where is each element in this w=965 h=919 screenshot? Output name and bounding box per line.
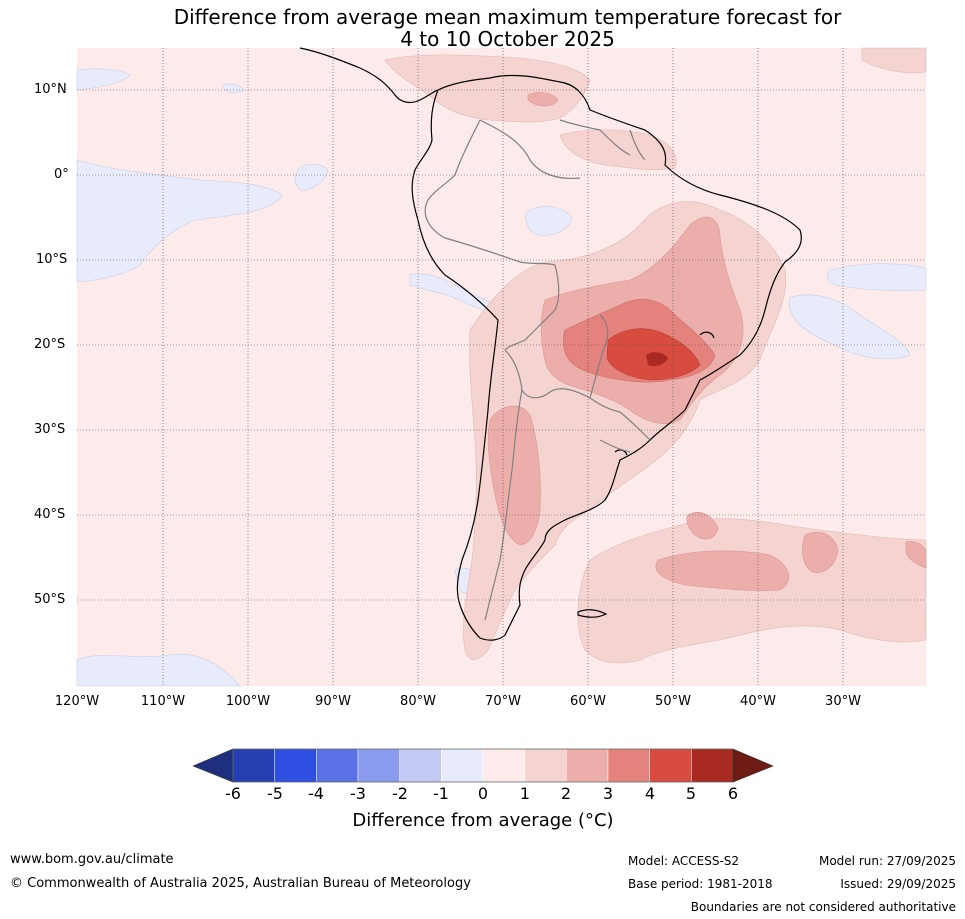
cool-patch-southwest (76, 653, 241, 687)
warm-patch-atlantic-4 (905, 541, 927, 569)
coastlines (299, 47, 802, 641)
colorbar-tick-label: -4 (308, 784, 324, 803)
colorbar-cell (482, 748, 525, 783)
colorbar-cell (649, 748, 692, 783)
lat-label: 50°S (34, 592, 66, 607)
colorbar (192, 748, 774, 783)
website-link[interactable]: www.bom.gov.au/climate (10, 852, 174, 867)
lat-label: 40°S (34, 507, 66, 522)
model-run-text: Model run: 27/09/2025 (818, 854, 956, 868)
lat-label: 10°S (36, 252, 68, 267)
warm-patch-argentina (488, 405, 541, 546)
colorbar-tick-label: 3 (602, 784, 614, 803)
warm-patch-south-atlantic (577, 518, 927, 664)
warm-patch-atlantic-3 (802, 531, 839, 573)
lat-label: 0° (54, 167, 69, 182)
issued-text: Issued: 29/09/2025 (840, 877, 956, 891)
colorbar-cell (399, 748, 442, 783)
lon-label: 70°W (485, 694, 521, 709)
cool-patch-atlantic-east (826, 263, 927, 292)
colorbar-cell (566, 748, 609, 783)
colorbar-tick-label: -1 (433, 784, 449, 803)
cool-patch-galapagos (294, 163, 329, 191)
warm-patch-caribbean-inner (527, 91, 559, 107)
lon-label: 100°W (225, 694, 271, 709)
lon-label: 30°W (825, 694, 861, 709)
lat-label: 30°S (34, 422, 66, 437)
colorbar-max-arrow (732, 748, 774, 783)
lon-label: 90°W (315, 694, 351, 709)
colorbar-cell (607, 748, 650, 783)
cool-patch-amazon (525, 206, 573, 236)
disclaimer-text: Boundaries are not considered authoritat… (690, 900, 956, 914)
colorbar-cell (524, 748, 567, 783)
warm-patch-brazil-peak (646, 352, 668, 367)
warm-patch-atlantic-2 (655, 550, 789, 591)
colorbar-cell (691, 748, 734, 783)
model-text: Model: ACCESS-S2 (628, 854, 740, 868)
lon-label: 60°W (570, 694, 606, 709)
lon-label: 110°W (140, 694, 186, 709)
colorbar-tick-label: 4 (644, 784, 656, 803)
cool-patch-east-pacific (76, 159, 283, 283)
colorbar-tick-label: -2 (392, 784, 408, 803)
colorbar-tick-label: 0 (477, 784, 489, 803)
colorbar-cell (441, 748, 484, 783)
colorbar-tick-label: -5 (267, 784, 283, 803)
colorbar-label: Difference from average (°C) (352, 810, 614, 831)
lat-label: 10°N (34, 82, 67, 97)
colorbar-tick-label: 2 (560, 784, 572, 803)
coastline-falklands (577, 609, 608, 618)
colorbar-tick-label: 6 (727, 784, 739, 803)
map-title-line1: Difference from average mean maximum tem… (173, 5, 842, 29)
colorbar-tick-label: 5 (685, 784, 697, 803)
map-title-line2: 4 to 10 October 2025 (400, 27, 615, 51)
colorbar-tick-label: 1 (519, 784, 531, 803)
lon-label: 40°W (740, 694, 776, 709)
warm-patch-guiana (559, 129, 677, 170)
cool-patch-north-pacific (76, 68, 131, 91)
colorbar-cell (274, 748, 317, 783)
colorbar-tick-label: -3 (350, 784, 366, 803)
cool-patch-small-1 (221, 83, 245, 93)
lat-label: 20°S (34, 337, 66, 352)
colorbar-cell (357, 748, 400, 783)
colorbar-min-arrow (192, 748, 234, 783)
lon-label: 120°W (54, 694, 100, 709)
coastline-central-america (299, 47, 439, 104)
warm-anomaly-5-6 (646, 352, 668, 367)
coastline-marajo (699, 331, 715, 339)
warm-patch-atlantic-1 (686, 511, 719, 540)
cool-anomaly-regions (76, 68, 927, 687)
cool-patch-atlantic-central (789, 294, 911, 360)
coastline-south-america (411, 74, 802, 641)
colorbar-outline (232, 748, 734, 783)
colorbar-tick-label: -6 (225, 784, 241, 803)
graticule (77, 48, 926, 686)
colorbar-cell (316, 748, 359, 783)
national-boundaries (424, 119, 651, 621)
lon-label: 80°W (400, 694, 436, 709)
colorbar-cell (232, 748, 275, 783)
copyright-text: © Commonwealth of Australia 2025, Austra… (10, 876, 471, 891)
warm-patch-atlantic-north (861, 47, 927, 74)
base-period-text: Base period: 1981-2018 (628, 877, 773, 891)
lon-label: 50°W (655, 694, 691, 709)
